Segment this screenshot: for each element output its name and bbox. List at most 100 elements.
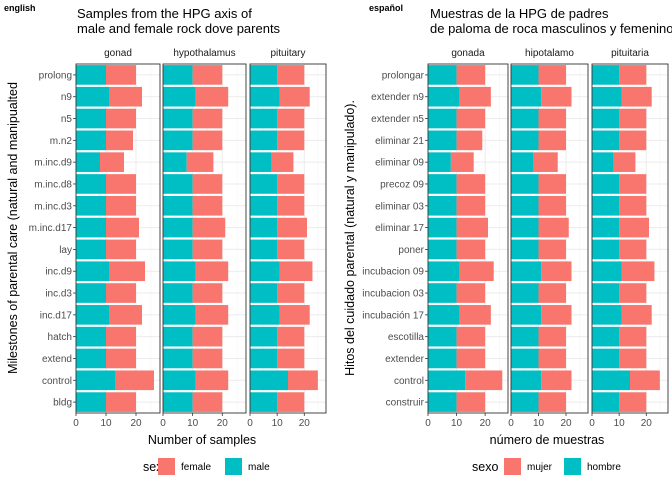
english-bar-female (106, 174, 136, 194)
spanish-bar-female (619, 239, 647, 260)
english-bar-female (277, 108, 305, 129)
spanish-tag: español (369, 3, 403, 13)
spanish-y-tick-label: control (394, 376, 424, 387)
spanish-x-tick-label: 0 (508, 418, 514, 429)
spanish-y-tick-label: extender n9 (371, 92, 424, 103)
english-bar-female (192, 217, 226, 238)
english-bar-female (192, 283, 223, 303)
spanish-legend-hombre-label: hombre (587, 462, 621, 473)
english-bar-male (250, 217, 278, 238)
spanish-bar-male (592, 326, 620, 347)
spanish-y-tick-label: precoz 09 (380, 179, 424, 190)
spanish-y-tick-label: poner (398, 245, 424, 256)
spanish-bar-male (428, 283, 457, 303)
english-bar-male (76, 283, 106, 303)
english-bar-female (192, 348, 223, 369)
spanish-bar-female (538, 326, 566, 347)
english-bar-female (186, 152, 214, 172)
spanish-bar-female (619, 348, 647, 369)
english-facet-panel: gonad 0 10 20 (73, 43, 161, 429)
english-legend-male-label: male (248, 462, 270, 473)
spanish-bar-female (456, 130, 483, 151)
english-bar-female (195, 261, 229, 282)
english-bar-male (163, 152, 187, 172)
spanish-y-tick-label: incubacion 03 (362, 289, 424, 300)
spanish-bar-male (592, 370, 630, 391)
spanish-bar-female (456, 239, 486, 260)
english-legend-female-label: female (181, 462, 211, 473)
spanish-bar-male (511, 283, 539, 303)
spanish-x-tick-label: 0 (589, 418, 595, 429)
english-bar-male (163, 108, 193, 129)
spanish-bar-female (619, 65, 647, 85)
english-panel-border (249, 63, 327, 414)
spanish-y-tick-label: extender n5 (371, 114, 424, 125)
english-x-tick-label: 20 (130, 418, 142, 429)
spanish-bar-male (592, 305, 622, 325)
spanish-bar-female (613, 152, 636, 172)
spanish-y-axis-title: Hitos del cuidado parental (natural y ma… (343, 100, 357, 376)
spanish-bar-female (456, 174, 486, 194)
english-x-tick-label: 10 (187, 418, 199, 429)
english-bar-female (106, 239, 136, 260)
english-bar-male (163, 174, 193, 194)
english-bar-female (106, 348, 136, 369)
english-bar-female (109, 86, 142, 107)
english-title-line2: male and female rock dove parents (77, 21, 281, 36)
spanish-bar-female (459, 261, 494, 282)
spanish-bar-female (541, 370, 572, 391)
english-bar-female (106, 392, 136, 412)
english-bar-male (250, 86, 280, 107)
spanish-bar-female (621, 261, 655, 282)
english-facet-strip (76, 43, 160, 61)
english-bar-female (106, 283, 136, 303)
spanish-bar-male (511, 65, 539, 85)
english-bar-male (163, 305, 196, 325)
english-bar-female (271, 152, 294, 172)
english-bar-female (109, 305, 142, 325)
english-bar-female (277, 326, 305, 347)
spanish-y-tick-label: eliminar 09 (375, 158, 424, 169)
english-y-tick-label: m.inc.d3 (34, 201, 72, 212)
spanish-bar-male (511, 392, 539, 412)
spanish-bar-male (428, 305, 460, 325)
english-legend-female-swatch (158, 458, 175, 475)
spanish-facet-strip-label: hipotalamo (525, 48, 574, 59)
spanish-bar-male (511, 130, 539, 151)
spanish-facet-strip (592, 43, 668, 61)
spanish-bar-male (428, 130, 457, 151)
english-facet-strip-label: pituitary (270, 48, 305, 59)
spanish-facet-panel: gonada 0 10 20 (425, 43, 509, 429)
spanish-facet-strip (511, 43, 588, 61)
spanish-x-tick-label: 10 (451, 418, 463, 429)
english-bar-male (76, 305, 109, 325)
spanish-facet-strip-label: gonada (451, 48, 485, 59)
english-bar-male (76, 370, 115, 391)
english-bar-male (76, 348, 106, 369)
english-bar-male (250, 65, 278, 85)
english-bar-male (163, 195, 193, 216)
spanish-bar-male (511, 305, 542, 325)
english-bar-female (106, 326, 136, 347)
english-bar-female (277, 195, 305, 216)
english-bar-male (163, 86, 196, 107)
english-bar-male (250, 370, 288, 391)
english-y-tick-label: m.inc.d8 (34, 179, 72, 190)
english-bar-female (279, 305, 310, 325)
english-y-tick-label: prolong (39, 70, 72, 81)
english-y-tick-label: control (42, 376, 72, 387)
english-bar-male (76, 174, 106, 194)
english-x-tick-label: 0 (247, 418, 253, 429)
english-bar-female (106, 217, 139, 238)
spanish-bar-male (592, 65, 620, 85)
english-panel-border (162, 63, 247, 414)
english-bar-male (163, 283, 193, 303)
english-bar-female (277, 65, 305, 85)
spanish-bar-female (450, 152, 474, 172)
english-bar-male (76, 217, 106, 238)
english-panel-border (75, 63, 161, 414)
english-bar-male (163, 348, 193, 369)
english-y-tick-label: n9 (61, 92, 73, 103)
spanish-x-axis-title: número de muestras (490, 433, 605, 447)
english-bar-male (250, 348, 278, 369)
